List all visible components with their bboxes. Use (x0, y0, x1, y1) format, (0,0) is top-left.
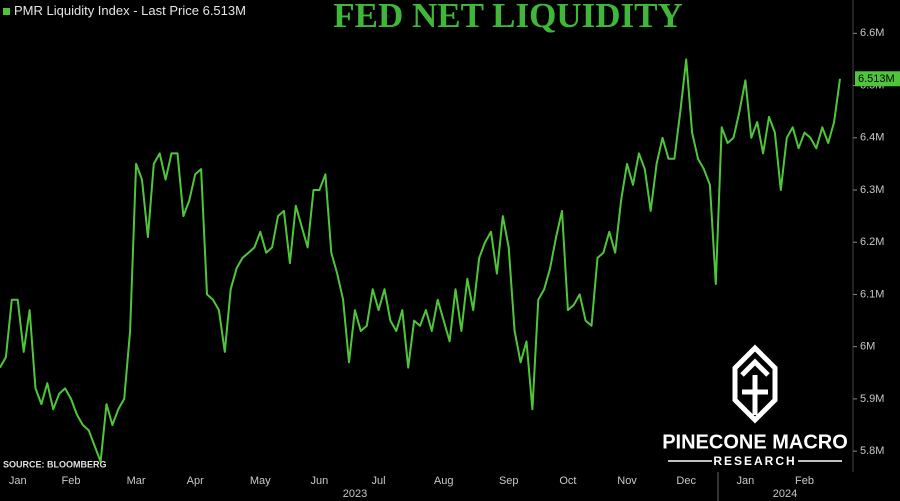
y-tick-label: 5.9M (860, 393, 884, 405)
x-tick-label: Jan (9, 475, 27, 487)
logo-tagline: RESEARCH (713, 454, 796, 468)
legend-value: 6.513M (203, 3, 246, 18)
y-tick-label: 6.6M (860, 27, 884, 39)
x-tick-label: Mar (127, 475, 146, 487)
y-tick-label: 6.1M (860, 288, 884, 300)
last-price-tag (855, 71, 900, 87)
y-tick-label: 6.4M (860, 132, 884, 144)
x-tick-label: Nov (617, 475, 637, 487)
legend-name: PMR Liquidity Index - Last Price (14, 3, 199, 18)
y-tick-label: 6.2M (860, 236, 884, 248)
x-tick-label: Jul (372, 475, 386, 487)
x-tick-label: Jan (736, 475, 754, 487)
logo-icon (732, 344, 778, 424)
x-tick-label: Feb (62, 475, 81, 487)
logo-name: PINECONE MACRO (662, 431, 848, 453)
legend-entry: PMR Liquidity Index - Last Price 6.513M (14, 3, 246, 18)
x-tick-label: Feb (795, 475, 814, 487)
x-tick-label: Aug (434, 475, 454, 487)
legend-swatch (3, 8, 10, 15)
x-tick-label: Jun (311, 475, 329, 487)
x-tick-label: Oct (559, 475, 576, 487)
x-tick-label: Dec (676, 475, 696, 487)
logo-icon-detail (740, 358, 770, 415)
last-price-label: 6.513M (858, 73, 895, 85)
year-label: 2023 (343, 488, 367, 500)
y-tick-label: 5.8M (860, 445, 884, 457)
x-tick-label: May (250, 475, 271, 487)
y-tick-label: 6.3M (860, 184, 884, 196)
x-tick-label: Sep (499, 475, 519, 487)
logo (732, 344, 778, 424)
data-line (0, 58, 841, 463)
year-label: 2024 (773, 488, 797, 500)
y-tick-label: 6M (860, 341, 875, 353)
source-note: SOURCE: BLOOMBERG (3, 459, 107, 469)
chart-title: FED NET LIQUIDITY (333, 0, 682, 35)
x-tick-label: Apr (187, 475, 204, 487)
